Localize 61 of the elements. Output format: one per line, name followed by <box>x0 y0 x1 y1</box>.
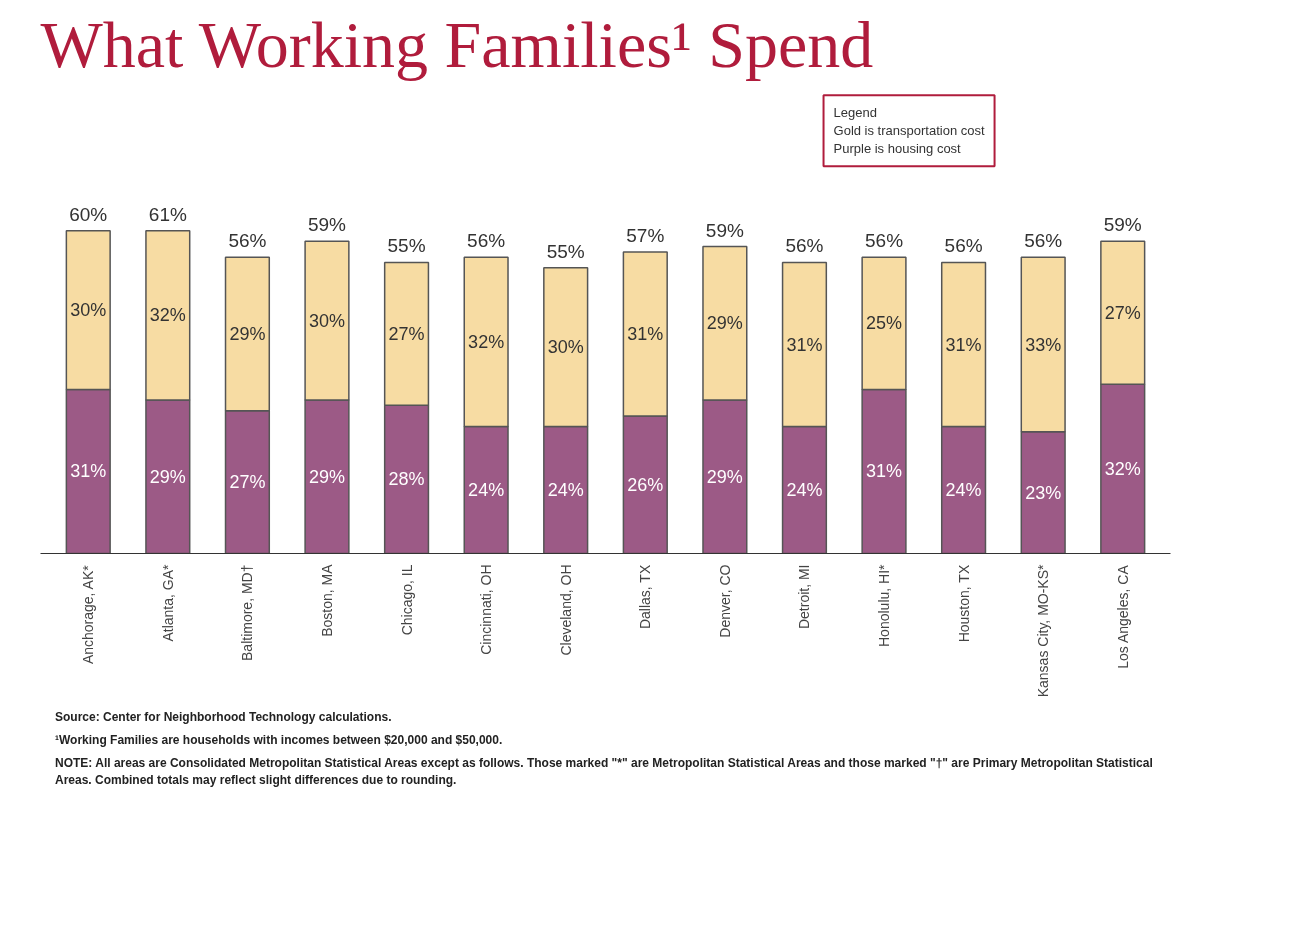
x-tick-label: Chicago, IL <box>398 564 415 636</box>
data-label: 25% <box>866 313 903 334</box>
total-label: 56% <box>467 230 506 252</box>
data-label: 24% <box>547 480 584 501</box>
total-label: 59% <box>307 214 347 236</box>
x-tick-label: Anchorage, AK* <box>80 564 97 665</box>
data-label: 27% <box>229 472 266 493</box>
text: NOTE: All areas are Consolidated Metropolitan Statistical Areas except as follows. Those marked "*" are Metropolitan Statistical Areas and those marked "†" are Primary Metropolitan Statistical Areas. Combined totals may reflect slight differences due to rounding. <box>55 755 1154 790</box>
data-label: 30% <box>308 310 345 331</box>
data-label: 23% <box>1025 482 1062 503</box>
x-tick-label: Los Angeles, CA <box>1114 564 1131 669</box>
total-label: 56% <box>944 235 983 257</box>
x-tick-label: Honolulu, HI* <box>876 563 893 647</box>
data-label: 33% <box>1025 334 1062 355</box>
total-label: 56% <box>228 230 267 252</box>
data-label: 31% <box>627 323 664 344</box>
data-label: 26% <box>627 474 664 495</box>
x-tick-label: Cleveland, OH <box>557 564 574 656</box>
total-label: 59% <box>705 219 744 241</box>
x-tick-label: Dallas, TX <box>637 564 654 630</box>
x-tick-label: Detroit, MI <box>796 564 813 630</box>
data-label: 32% <box>1104 458 1141 479</box>
x-tick-label: Baltimore, MD† <box>239 564 256 661</box>
total-label: 60% <box>69 203 108 225</box>
x-tick-label: Kansas City, MO-KS* <box>1035 563 1052 698</box>
x-tick-label: Houston, TX <box>955 564 972 643</box>
data-label: 27% <box>1104 302 1141 323</box>
x-tick-label: Cincinnati, OH <box>478 564 495 655</box>
data-label: 29% <box>706 313 743 334</box>
total-label: 59% <box>1103 214 1142 236</box>
total-label: 56% <box>785 235 824 257</box>
chart-title: What Working Families¹ Spend <box>40 7 874 81</box>
text: Legend Gold is transportation cost Purple is housing cost <box>833 105 985 157</box>
x-tick-label: Atlanta, GA* <box>159 563 176 642</box>
data-label: 31% <box>866 461 903 482</box>
data-label: 29% <box>308 466 345 487</box>
source-note: Source: Center for Neighborhood Technology calculations. <box>55 709 393 726</box>
total-label: 56% <box>865 230 904 252</box>
data-label: 31% <box>945 334 982 355</box>
data-label: 30% <box>70 300 107 321</box>
x-tick-label: Boston, MA <box>318 563 335 637</box>
data-label: 29% <box>229 323 266 344</box>
data-label: 29% <box>706 466 743 487</box>
data-label: 32% <box>149 305 186 326</box>
data-label: 29% <box>149 466 186 487</box>
total-label: 55% <box>387 235 426 257</box>
data-label: 31% <box>786 334 823 355</box>
text: ¹Working Families are households with incomes between $20,000 and $50,000. <box>55 732 504 750</box>
data-label: 24% <box>945 480 982 501</box>
data-label: 30% <box>547 337 584 358</box>
data-label: 32% <box>468 331 505 352</box>
total-label: 61% <box>148 203 187 225</box>
data-label: 31% <box>70 461 107 482</box>
total-label: 56% <box>1024 230 1063 252</box>
total-label: 57% <box>626 224 665 246</box>
data-label: 24% <box>786 480 823 501</box>
data-label: 27% <box>388 323 425 344</box>
total-label: 55% <box>546 240 585 262</box>
x-tick-label: Denver, CO <box>716 564 733 638</box>
data-label: 24% <box>468 480 505 501</box>
data-label: 28% <box>388 469 425 490</box>
